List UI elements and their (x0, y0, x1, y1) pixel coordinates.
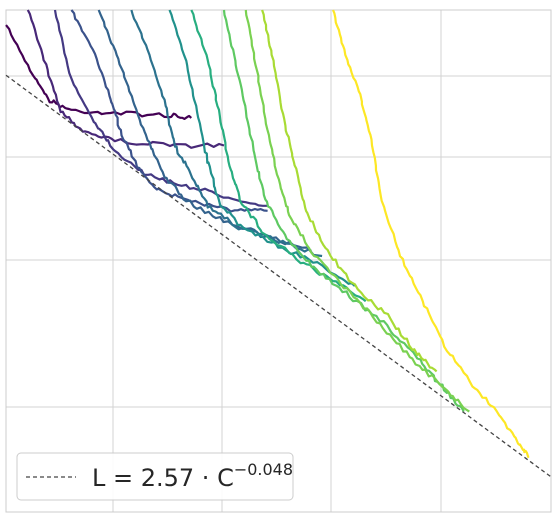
fit-layer (5, 74, 552, 478)
series-line-6 (130, 9, 323, 258)
fit-line (5, 74, 552, 478)
series-line-12 (331, 9, 530, 458)
legend-box (16, 452, 294, 501)
series-line-4 (70, 9, 268, 213)
series-line-11 (261, 9, 438, 373)
series-line-2 (26, 9, 225, 149)
series-line-9 (222, 9, 465, 413)
series-line-5 (97, 9, 312, 252)
legend-label: L = 2.57 · C−0.048 (92, 460, 293, 492)
legend: L = 2.57 · C−0.048 (16, 452, 294, 501)
axes-frame (5, 9, 552, 513)
series-line-7 (168, 9, 356, 287)
axes-border (5, 9, 552, 513)
grid (6, 10, 551, 512)
legend-label-exponent: −0.048 (234, 460, 293, 479)
series-layer (5, 9, 530, 458)
legend-label-main: L = 2.57 · C (92, 464, 234, 492)
series-line-1 (5, 24, 193, 120)
series-line-10 (244, 9, 470, 413)
series-line-8 (190, 9, 367, 303)
